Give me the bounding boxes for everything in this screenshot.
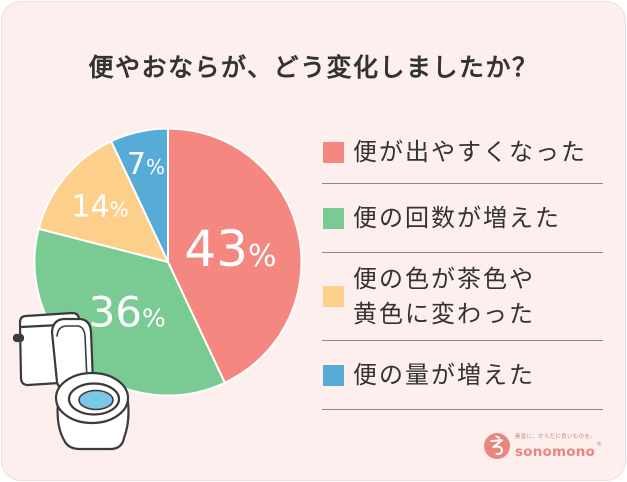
- toilet-icon: [12, 311, 130, 451]
- pie-labels: 43%36%14%7%: [71, 147, 276, 337]
- pie-slice-unit: %: [248, 239, 277, 274]
- toilet-lid-edge: [56, 325, 88, 381]
- pie-slice-value: 36: [89, 288, 142, 337]
- pie-slice-label-3: 14%: [71, 190, 128, 225]
- registered-mark: ®: [596, 441, 603, 448]
- pie-slice-unit: %: [142, 304, 166, 333]
- chart-title: 便やおならが、どう変化しましたか？: [88, 53, 539, 82]
- pie-slice-label-2: 36%: [89, 288, 166, 337]
- pie-slice-1: [167, 127, 303, 384]
- toilet-water: [78, 389, 114, 411]
- pie-slice-value: 7: [127, 147, 146, 182]
- brand-logo: 素直に、からだに良いものを。 sonomono®: [515, 433, 615, 460]
- pie-slice-4: [110, 127, 169, 263]
- legend-label: 便の色が茶色や 黄色に変わった: [353, 264, 535, 328]
- pie-slice-unit: %: [110, 198, 129, 222]
- sonomono-logo-icon: [484, 433, 510, 459]
- logo-glyph: [490, 439, 503, 456]
- legend-swatch: [323, 286, 344, 307]
- pie-slice-label-1: 43%: [184, 220, 276, 278]
- legend-item: 便の量が増えた: [322, 341, 603, 410]
- flush-lever: [12, 333, 25, 343]
- legend-label: 便の回数が増えた: [353, 203, 561, 232]
- pie-slice-value: 14: [71, 190, 109, 225]
- pie-chart: 43%36%14%7%: [33, 127, 303, 397]
- brand-tagline: 素直に、からだに良いものを。: [515, 434, 596, 440]
- logo-leaf: [495, 435, 501, 441]
- legend-item: 便の回数が増えた: [322, 184, 603, 253]
- legend-item: 便が出やすくなった: [322, 121, 603, 184]
- legend-label: 便が出やすくなった: [353, 137, 587, 166]
- pie-slice-value: 43: [184, 220, 248, 278]
- legend-swatch: [323, 364, 344, 386]
- legend-swatch: [323, 207, 344, 229]
- legend-swatch: [323, 141, 344, 163]
- pie-slice-label-4: 7%: [127, 147, 165, 182]
- legend-label: 便の量が増えた: [353, 360, 535, 389]
- legend-item: 便の色が茶色や 黄色に変わった: [322, 253, 603, 341]
- pie-slice-unit: %: [146, 155, 165, 179]
- pie-slice-3: [37, 140, 169, 263]
- brand-name: sonomono: [515, 444, 596, 460]
- chart-legend: 便が出やすくなった 便の回数が増えた 便の色が茶色や 黄色に変わった 便の量が増…: [322, 121, 603, 410]
- pie-slices: [33, 127, 303, 397]
